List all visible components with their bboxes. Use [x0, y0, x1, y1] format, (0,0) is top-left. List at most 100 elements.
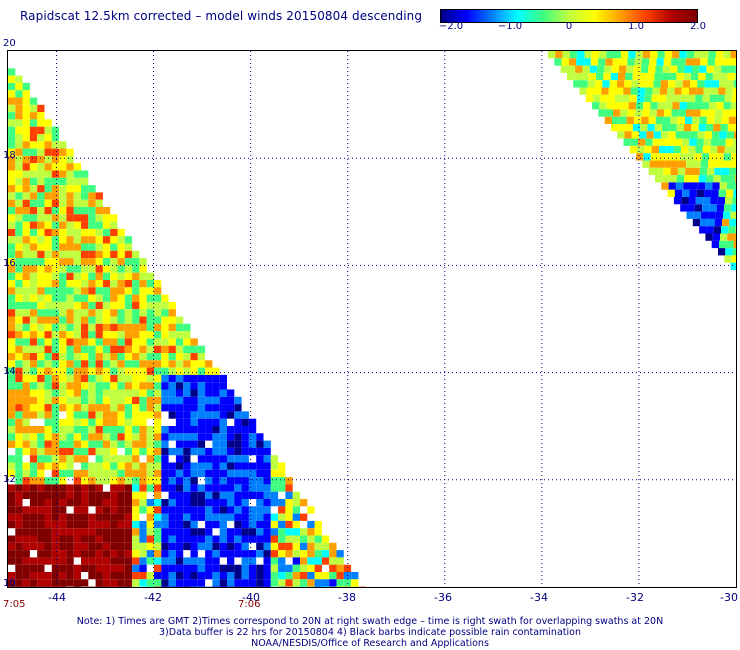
- wind-cell: [183, 564, 191, 572]
- wind-cell: [95, 301, 103, 310]
- wind-cell: [15, 199, 23, 207]
- wind-cell: [22, 207, 30, 215]
- wind-cell: [596, 72, 604, 81]
- wind-cell: [263, 564, 271, 572]
- wind-cell: [300, 528, 308, 536]
- wind-cell: [190, 542, 198, 551]
- wind-cell: [701, 102, 709, 110]
- wind-cell: [720, 175, 728, 183]
- wind-cell: [22, 287, 30, 295]
- wind-cell: [307, 572, 315, 580]
- wind-cell: [681, 138, 690, 146]
- wind-cell: [37, 353, 45, 361]
- wind-cell: [59, 396, 67, 405]
- wind-cell: [59, 228, 67, 237]
- wind-cell: [81, 316, 89, 324]
- wind-cell: [73, 411, 81, 419]
- wind-cell: [706, 226, 714, 234]
- wind-cell: [706, 65, 714, 73]
- wind-cell: [66, 426, 74, 434]
- wind-cell: [117, 382, 125, 390]
- wind-cell: [146, 360, 154, 368]
- wind-cell: [256, 550, 264, 558]
- wind-cell: [95, 572, 103, 580]
- wind-cell: [73, 309, 81, 317]
- wind-cell: [278, 499, 286, 507]
- wind-cell: [270, 564, 279, 572]
- wind-cell: [183, 389, 191, 397]
- wind-cell: [730, 51, 736, 59]
- wind-cell: [183, 411, 191, 419]
- wind-cell: [51, 513, 60, 521]
- wind-cell: [183, 528, 191, 536]
- wind-cell: [146, 331, 154, 339]
- wind-cell: [625, 124, 633, 132]
- wind-cell: [697, 182, 706, 190]
- wind-cell: [197, 404, 206, 412]
- wind-cell: [51, 469, 60, 478]
- wind-cell: [183, 367, 191, 375]
- wind-cell: [22, 170, 30, 178]
- wind-cell: [102, 228, 111, 237]
- wind-cell: [95, 528, 103, 536]
- wind-cell: [263, 477, 271, 485]
- wind-cell: [681, 197, 689, 205]
- wind-cell: [51, 155, 60, 164]
- wind-cell: [632, 72, 640, 81]
- wind-cell: [66, 338, 74, 346]
- wind-cell: [95, 214, 103, 222]
- wind-cell: [718, 138, 726, 146]
- wind-cell: [124, 272, 133, 280]
- wind-cell: [15, 75, 23, 83]
- wind-cell: [15, 389, 23, 397]
- wind-cell: [8, 396, 16, 405]
- wind-cell: [117, 491, 125, 499]
- wind-cell: [15, 499, 23, 507]
- wind-cell: [161, 557, 169, 565]
- wind-cell: [29, 396, 38, 405]
- wind-cell: [44, 396, 52, 405]
- wind-cell: [8, 228, 16, 237]
- wind-cell: [650, 153, 658, 161]
- wind-cell: [124, 301, 133, 310]
- wind-cell: [634, 109, 643, 117]
- wind-cell: [124, 294, 133, 302]
- wind-cell: [161, 345, 169, 353]
- wind-cell: [270, 513, 279, 521]
- wind-cell: [37, 374, 45, 383]
- wind-cell: [44, 192, 52, 200]
- wind-cell: [705, 233, 713, 241]
- wind-cell: [270, 455, 279, 463]
- wind-cell: [117, 294, 125, 302]
- wind-cell: [212, 404, 220, 412]
- wind-cell: [8, 535, 16, 543]
- wind-cell: [29, 477, 38, 485]
- wind-cell: [59, 360, 67, 368]
- wind-cell: [734, 233, 736, 241]
- wind-cell: [15, 112, 23, 120]
- wind-cell: [314, 557, 322, 565]
- wind-cell: [37, 550, 45, 558]
- wind-cell: [44, 207, 52, 215]
- wind-cell: [219, 528, 227, 536]
- wind-cell: [716, 102, 724, 110]
- wind-cell: [197, 506, 206, 514]
- wind-cell: [29, 455, 38, 463]
- wind-cell: [190, 338, 198, 346]
- wind-cell: [88, 382, 96, 390]
- wind-cell: [256, 440, 264, 448]
- wind-cell: [29, 155, 38, 164]
- wind-cell: [73, 265, 81, 273]
- wind-cell: [95, 506, 103, 514]
- wind-cell: [139, 389, 147, 397]
- wind-cell: [59, 564, 67, 572]
- wind-cell: [88, 469, 96, 478]
- wind-cell: [51, 353, 60, 361]
- wind-cell: [73, 243, 81, 251]
- wind-cell: [59, 265, 67, 273]
- wind-cell: [95, 236, 103, 244]
- wind-cell: [161, 396, 169, 405]
- wind-cell: [37, 557, 45, 565]
- wind-cell: [647, 72, 655, 81]
- wind-cell: [725, 87, 733, 95]
